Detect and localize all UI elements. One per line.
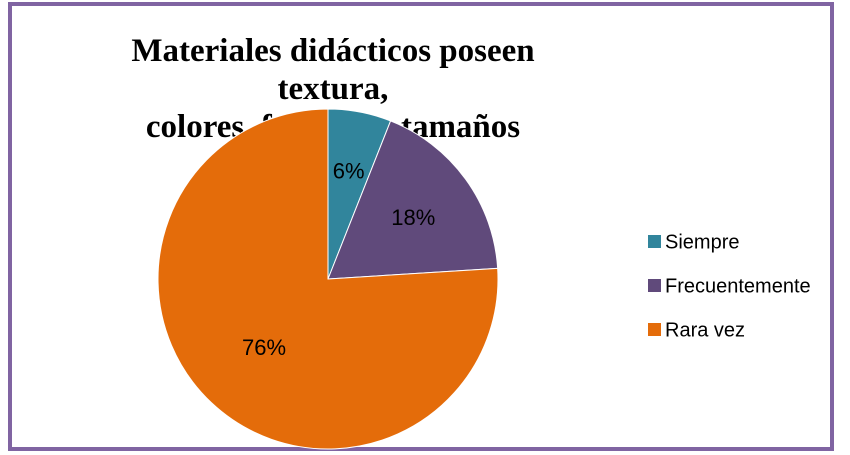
legend-label-rara-vez: Rara vez [665, 319, 746, 342]
legend-label-siempre: Siempre [665, 231, 740, 254]
legend-swatch-rara-vez [648, 322, 661, 336]
pie-slice-rara-vez [157, 108, 499, 450]
legend-swatch-siempre [648, 234, 661, 248]
legend-item-frecuentemente: Frecuentemente [648, 272, 811, 300]
slice-label-rara-vez: 76% [242, 335, 286, 360]
slice-label-siempre: 6% [333, 159, 365, 184]
legend-swatch-frecuentemente [648, 278, 661, 292]
legend-item-siempre: Siempre [648, 228, 811, 256]
legend-label-frecuentemente: Frecuentemente [665, 275, 811, 298]
slice-label-frecuentemente: 18% [391, 205, 435, 230]
legend-item-rara-vez: Rara vez [648, 316, 811, 344]
pie-slice-frecuentemente [327, 120, 499, 280]
legend: Siempre Frecuentemente Rara vez [648, 228, 811, 360]
